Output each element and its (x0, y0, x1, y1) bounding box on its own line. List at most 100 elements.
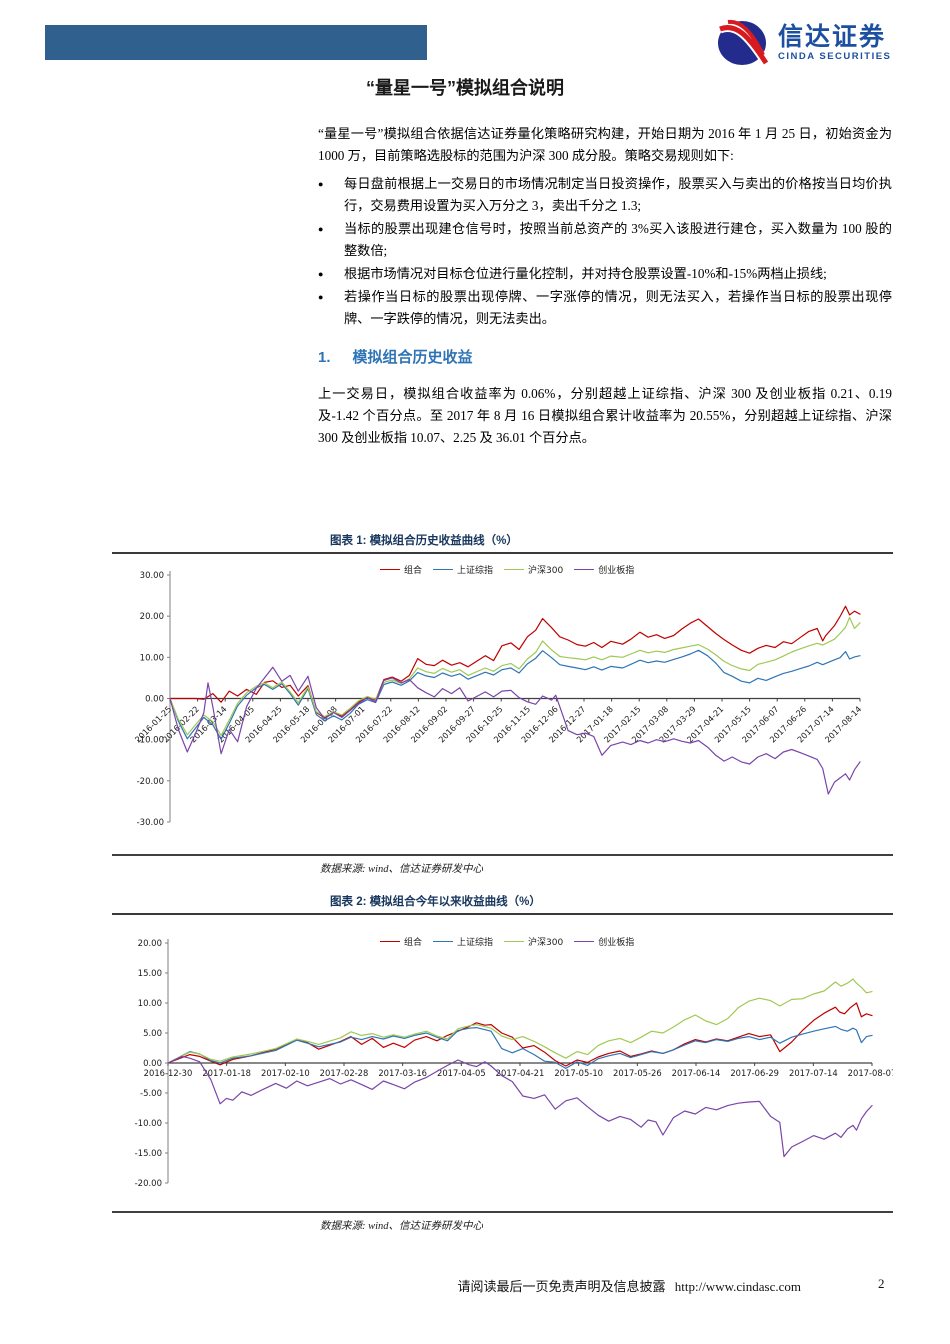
figure-1-chart-area: 30.00 20.00 10.00 0.00 -10.00 -20.00 -30.00 201… (112, 554, 893, 854)
list-item: ● 每日盘前根据上一交易日的市场情况制定当日投资操作，股票买入与卖出的价格按当日均… (318, 173, 892, 217)
divider (112, 1211, 893, 1213)
x-tick-label: 2017-05-26 (613, 1068, 662, 1078)
section-number: 1. (318, 349, 331, 366)
bullet-icon: ● (318, 224, 324, 234)
figure-2-source: 数据来源: wind、信达证券研发中心 (320, 1221, 484, 1232)
x-tick-label: 2017-05-10 (554, 1068, 603, 1078)
series-line-沪深300 (169, 616, 861, 737)
page-number: 2 (878, 1276, 885, 1291)
y-tick-label: -30.00 (137, 818, 164, 828)
chart-legend: 组合 上证综指 沪深300 创业板指 (380, 935, 645, 948)
legend-item: 沪深300 (504, 563, 574, 576)
y-tick-label: 10.00 (140, 653, 164, 663)
legend-item: 上证综指 (433, 563, 504, 576)
legend-label: 创业板指 (598, 938, 635, 948)
history-returns-chart: 30.0020.0010.000.00-10.00-20.00-30.00201… (133, 571, 863, 828)
y-tick-label: -15.00 (135, 1149, 162, 1159)
figure-2-chart-area: 20.00 15.00 10.00 5.00 0.00 -5.00 -10.00 -15.00… (112, 915, 893, 1211)
section1-paragraph: 上一交易日，模拟组合收益率为 0.06%，分别超越上证综指、沪深 300 及创业… (318, 386, 892, 445)
series-line-组合 (169, 605, 861, 719)
figure-1-source: 数据来源: wind、信达证券研发中心 (320, 864, 484, 875)
section-heading: 1. 模拟组合历史收益 (318, 347, 892, 369)
y-tick-label: -5.00 (140, 1089, 162, 1099)
series-line-组合 (167, 1002, 873, 1067)
x-tick-label: 2017-03-16 (378, 1068, 427, 1078)
divider (112, 552, 893, 554)
x-tick-label: 2016-12-30 (144, 1068, 193, 1078)
series-line-上证综指 (169, 649, 861, 740)
y-tick-label: 15.00 (138, 969, 162, 979)
figure-2-caption: 图表 2: 模拟组合今年以来收益曲线（%） (330, 896, 541, 908)
legend-item: 组合 (380, 563, 433, 576)
legend-item: 创业板指 (574, 935, 645, 948)
divider (112, 913, 893, 915)
list-item: ● 根据市场情况对目标仓位进行量化控制，并对持仓股票设置-10%和-15%两档止损… (318, 263, 892, 285)
rule-text: 根据市场情况对目标仓位进行量化控制，并对持仓股票设置-10%和-15%两档止损线… (344, 266, 827, 281)
figure-1: 图表 1: 模拟组合历史收益曲线（%） 30.00 20.00 10.00 0.00 -… (112, 532, 893, 876)
legend-label: 沪深300 (528, 938, 564, 948)
ytd-returns-chart: 20.00 15.00 10.00 5.00 0.00 -5.00 -10.00 -15.00… (135, 939, 893, 1189)
legend-swatch-icon (574, 569, 595, 570)
x-tick-label: 2017-02-28 (320, 1068, 369, 1078)
logo-name-cn: 信达证券 (778, 22, 887, 51)
x-tick-label: 2017-04-05 (437, 1068, 486, 1078)
legend-label: 上证综指 (457, 938, 494, 948)
legend-item: 创业板指 (574, 563, 645, 576)
legend-label: 组合 (404, 938, 423, 948)
series-line-创业板指 (169, 666, 861, 795)
y-tick-label: 0.00 (143, 1059, 162, 1069)
cinda-logo: 信达证券 CINDA SECURITIES (716, 19, 891, 67)
x-tick-label: 2017-06-14 (672, 1068, 721, 1078)
x-tick-label: 2017-02-10 (261, 1068, 310, 1078)
legend-swatch-icon (380, 569, 400, 570)
legend-label: 创业板指 (598, 566, 635, 576)
series-line-上证综指 (167, 1025, 873, 1069)
legend-label: 沪深300 (528, 566, 564, 576)
y-tick-label: 0.00 (145, 695, 164, 705)
cinda-logo-icon (718, 19, 768, 66)
x-tick-label: 2017-06-29 (730, 1068, 779, 1078)
x-tick-label: 2017-07-14 (789, 1068, 838, 1078)
bullet-icon: ● (318, 292, 324, 302)
legend-item: 组合 (380, 935, 433, 948)
y-tick-label: 5.00 (143, 1029, 162, 1039)
bullet-icon: ● (318, 179, 324, 189)
section-title: 模拟组合历史收益 (352, 349, 473, 366)
legend-swatch-icon (433, 941, 454, 942)
chart-legend: 组合 上证综指 沪深300 创业板指 (380, 563, 645, 576)
intro-paragraph: “量星一号”模拟组合依据信达证券量化策略研究构建，开始日期为 2016 年 1 … (318, 126, 892, 163)
header-bar (45, 25, 427, 60)
legend-item: 上证综指 (433, 935, 504, 948)
logo-name-en: CINDA SECURITIES (778, 50, 892, 62)
x-tick-label: 2017-08-07 (848, 1068, 893, 1078)
y-tick-label: -20.00 (135, 1179, 162, 1189)
legend-swatch-icon (504, 569, 525, 570)
y-tick-label: 20.00 (138, 939, 162, 949)
figure-1-caption: 图表 1: 模拟组合历史收益曲线（%） (330, 535, 518, 547)
y-tick-label: -20.00 (137, 777, 164, 787)
legend-swatch-icon (574, 941, 595, 942)
x-tick-label: 2017-01-18 (202, 1068, 251, 1078)
x-tick-label: 2017-04-21 (496, 1068, 545, 1078)
rule-text: 每日盘前根据上一交易日的市场情况制定当日投资操作，股票买入与卖出的价格按当日均价… (344, 176, 892, 213)
legend-swatch-icon (380, 941, 400, 942)
list-item: ● 若操作当日标的股票出现停牌、一字涨停的情况，则无法买入，若操作当日标的股票出现… (318, 286, 892, 330)
legend-swatch-icon (433, 569, 454, 570)
page-title: “量星一号”模拟组合说明 (366, 78, 564, 98)
series-line-创业板指 (167, 1055, 873, 1158)
y-tick-label: 10.00 (138, 999, 162, 1009)
y-tick-label: 30.00 (140, 571, 164, 581)
legend-label: 上证综指 (457, 566, 494, 576)
divider (112, 854, 893, 856)
footer-disclaimer: 请阅读最后一页免责声明及信息披露 (457, 1279, 666, 1294)
y-tick-label: -10.00 (137, 736, 164, 746)
y-tick-label: 20.00 (140, 612, 164, 622)
rule-text: 若操作当日标的股票出现停牌、一字涨停的情况，则无法买入，若操作当日标的股票出现停… (344, 289, 892, 326)
body-column: “量星一号”模拟组合依据信达证券量化策略研究构建，开始日期为 2016 年 1 … (318, 123, 892, 455)
legend-item: 沪深300 (504, 935, 574, 948)
rule-text: 当标的股票出现建仓信号时，按照当前总资产的 3%买入该股进行建仓，买入数量为 1… (344, 221, 892, 258)
footer-url[interactable]: http://www.cindasc.com (674, 1279, 801, 1294)
y-tick-label: -10.00 (135, 1119, 162, 1129)
bullet-icon: ● (318, 269, 324, 279)
